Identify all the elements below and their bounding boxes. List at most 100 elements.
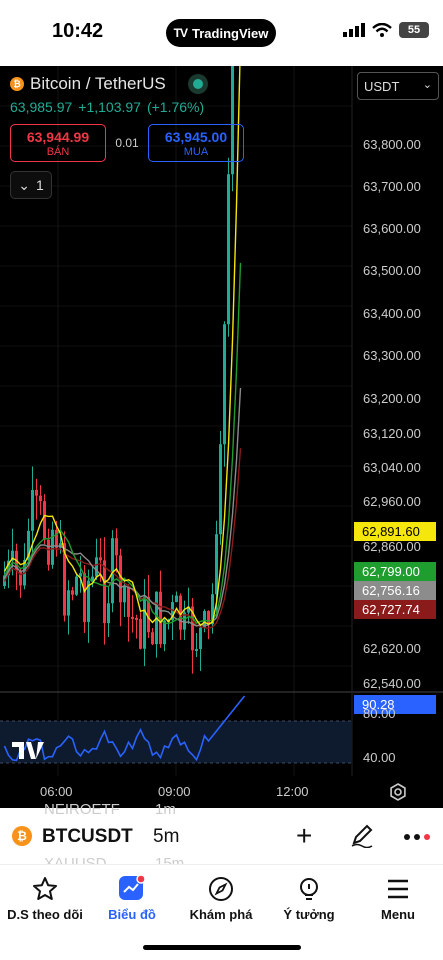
candle-body [127,586,130,617]
tab-menu[interactable]: Menu [353,875,443,922]
tradingview-pill[interactable]: TV TradingView [166,19,276,47]
candlestick-chart[interactable] [0,66,443,808]
candle-body [91,576,94,581]
interval-selector[interactable]: 5m [153,826,180,847]
candle-body [83,573,86,622]
candle-body [35,490,38,496]
indicators-collapse-button[interactable]: ⌄ 1 [10,171,52,199]
tab-chart[interactable]: Biểu đồ [87,875,177,922]
indicators-count: 1 [35,177,44,193]
price-tag: 62,756.16 [354,581,436,600]
symbol-bar: NEIROETF 1m XAUUSD 15m ₿ BTCUSDT 5m + [0,801,443,872]
price-axis-label: 63,120.00 [363,426,421,441]
time-axis-label: 12:00 [276,784,309,799]
candle-body [231,66,234,175]
candle-body [147,596,150,633]
candle-body [195,649,198,652]
symbol-selector[interactable]: BTCUSDT [42,826,133,847]
price-axis-label: 63,700.00 [363,179,421,194]
tab-explore[interactable]: Khám phá [176,875,266,922]
price-change: +1,103.97 [78,99,141,115]
price-tag: 62,727.74 [354,600,436,619]
currency-select[interactable]: USDT ⌄ [357,72,439,100]
candle-body [99,557,102,561]
time-axis-label: 09:00 [158,784,191,799]
price-axis-label: 63,500.00 [363,263,421,278]
price-change-pct: (+1.76%) [146,99,205,115]
price-axis-label: 62,960.00 [363,494,421,509]
candle-body [203,610,206,628]
candle-body [31,490,34,531]
plus-icon[interactable]: + [296,820,313,851]
tab-label: D.S theo dõi [7,907,83,922]
tradingview-pill-label: TradingView [192,25,269,41]
candle-body [11,550,14,561]
gear-icon[interactable] [388,782,408,802]
oscillator-line [3,695,246,762]
moving-average-line [3,262,242,625]
ghost-symbol: NEIROETF [44,801,120,818]
candle-body [55,529,58,548]
sell-button[interactable]: 63,944.99 BÁN [10,124,106,162]
candle-body [135,617,138,620]
buy-price: 63,945.00 [164,129,228,145]
price-axis-label: 63,200.00 [363,391,421,406]
chevron-down-icon: ⌄ [18,176,30,193]
compass-icon [209,877,233,901]
candle-body [223,324,226,445]
candle-body [79,573,82,577]
signal-icon [343,23,365,37]
candle-body [131,616,134,619]
price-axis-label: 63,400.00 [363,306,421,321]
symbol-header: ₿ Bitcoin / TetherUS 63,985.97 +1,103.97… [10,74,208,115]
sell-label: BÁN [46,146,70,158]
candle-body [47,539,50,565]
candle-body [159,591,162,645]
pen-icon[interactable] [349,822,375,848]
spread-value: 0.01 [115,136,139,150]
more-icon[interactable] [404,834,430,840]
candle-body [191,606,194,651]
battery-icon: 55 [399,22,429,38]
lightbulb-icon [300,878,318,900]
star-icon [33,877,57,900]
candle-body [211,594,214,625]
candle-body [107,603,110,624]
last-price: 63,985.97 [10,99,73,115]
tab-watchlist[interactable]: D.S theo dõi [0,875,90,922]
candle-body [187,606,190,613]
oscillator-band [0,721,352,763]
tradingview-logo-icon: TV [173,26,188,40]
candle-body [175,595,178,603]
bitcoin-icon: ₿ [12,826,32,846]
candle-body [95,557,98,577]
price-axis-label: 62,540.00 [363,676,421,691]
moving-average-line [3,66,241,627]
moving-average-line [3,448,242,629]
chart-area[interactable] [0,66,443,808]
candle-body [63,543,66,616]
candle-body [199,627,202,650]
candle-body [71,590,74,595]
oscillator-level-upper: 80.00 [363,706,396,721]
sell-price: 63,944.99 [26,129,90,145]
candle-body [227,174,230,325]
tab-label: Biểu đồ [108,907,156,922]
time-axis-label: 06:00 [40,784,73,799]
system-icons: 55 [343,22,429,38]
buy-button[interactable]: 63,945.00 MUA [148,124,244,162]
price-axis-label: 63,800.00 [363,137,421,152]
trade-panel: 63,944.99 BÁN 0.01 63,945.00 MUA [10,124,244,162]
symbol-title[interactable]: Bitcoin / TetherUS [30,74,166,93]
chevron-down-icon: ⌄ [422,79,432,91]
tab-label: Menu [381,907,415,922]
candle-body [87,580,90,622]
candle-body [183,612,186,630]
status-time: 10:42 [52,20,104,42]
candle-body [103,560,106,624]
price-tag: 62,891.60 [354,522,436,541]
home-indicator [143,945,301,950]
candle-body [151,632,154,645]
tab-ideas[interactable]: Ý tưởng [264,875,354,922]
oscillator-level-lower: 40.00 [363,750,396,765]
